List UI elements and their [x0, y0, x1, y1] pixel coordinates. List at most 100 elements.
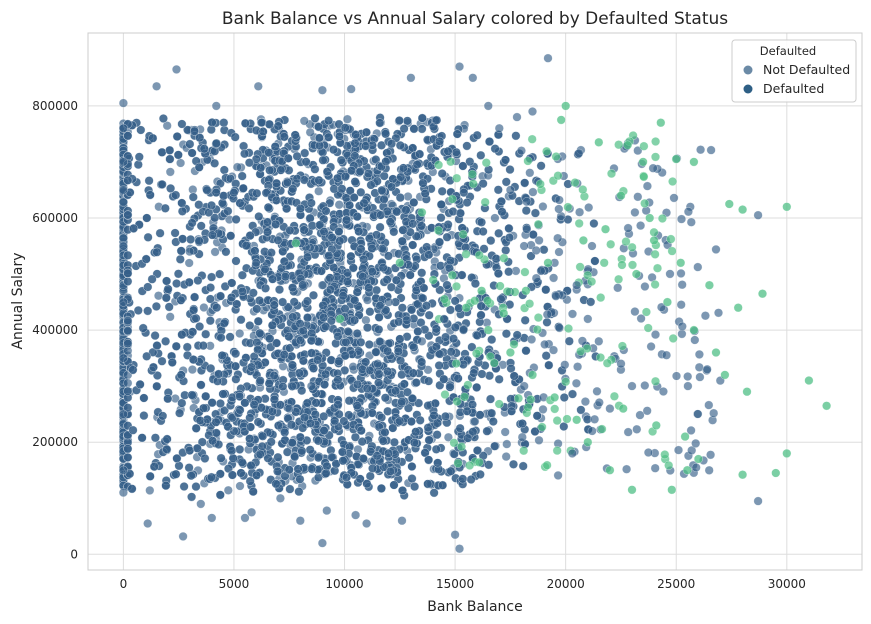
data-point-bg	[255, 376, 265, 386]
data-point-bg	[493, 185, 503, 195]
data-point-bg	[432, 418, 442, 428]
data-point-bg	[544, 360, 554, 370]
data-point-bg	[194, 200, 204, 210]
data-point-bg	[221, 247, 231, 257]
data-point-bg	[508, 459, 519, 469]
data-point-bg	[417, 124, 427, 134]
data-point-bg	[123, 386, 133, 396]
data-point-bg	[191, 313, 201, 323]
data-point-bg	[382, 275, 392, 285]
data-point-bg	[292, 151, 302, 161]
data-point-bg	[210, 247, 220, 257]
data-point-bg	[314, 122, 324, 132]
data-point-bg	[310, 164, 320, 174]
data-point-bg	[340, 123, 350, 133]
data-point-bg	[329, 184, 339, 194]
data-point-bg	[352, 328, 362, 339]
data-point-bg	[176, 158, 186, 168]
data-point-bg	[477, 369, 487, 379]
data-point-bg	[375, 222, 385, 232]
data-point-bg	[448, 206, 458, 217]
data-point-bg	[191, 423, 201, 433]
data-point-bg	[504, 233, 515, 243]
data-point-bg	[191, 482, 201, 492]
data-point-bg	[344, 396, 354, 406]
data-point-bg	[383, 448, 394, 458]
data-point-bg	[219, 318, 229, 328]
data-point-bg	[408, 219, 418, 229]
data-point-bg	[200, 453, 210, 463]
data-point-bg	[352, 287, 362, 297]
data-point-bg	[395, 193, 405, 203]
data-point-bg	[253, 417, 263, 427]
data-point-bg	[388, 174, 398, 184]
data-point-bg	[564, 336, 574, 346]
data-point-bg	[443, 220, 453, 230]
data-point-bg	[230, 361, 241, 371]
data-point-bg	[260, 264, 270, 274]
data-point-bg	[382, 346, 393, 356]
data-point-bg	[339, 416, 349, 426]
data-point-bg	[199, 302, 209, 313]
data-point-bg	[394, 115, 404, 126]
data-point-bg	[488, 416, 498, 427]
data-point-bg	[432, 430, 442, 440]
data-point-bg	[295, 474, 305, 484]
data-point-bg	[205, 316, 215, 326]
data-point-bg	[123, 276, 133, 286]
data-point-bg	[422, 242, 432, 252]
data-point-bg	[351, 130, 361, 140]
data-point-bg	[530, 208, 540, 218]
data-point-bg	[476, 150, 486, 160]
data-point-bg	[240, 149, 250, 159]
data-point-bg	[254, 296, 265, 306]
data-point-bg	[236, 315, 246, 325]
data-point-bg	[431, 324, 441, 334]
data-point-bg	[280, 427, 290, 437]
data-point-bg	[453, 373, 463, 383]
data-point-bg	[424, 376, 434, 386]
data-point-bg	[273, 235, 283, 245]
data-point-bg	[299, 175, 309, 185]
data-point-bg	[356, 337, 366, 347]
data-point-bg	[240, 118, 250, 128]
data-point-bg	[518, 461, 528, 471]
data-point-bg	[150, 433, 160, 443]
data-point-bg	[443, 432, 453, 442]
data-point-bg	[256, 118, 267, 128]
data-point-bg	[205, 294, 215, 304]
data-point-bg	[326, 355, 336, 365]
data-point-bg	[394, 317, 404, 327]
data-point-bg	[187, 218, 197, 228]
data-point-bg	[397, 303, 407, 313]
data-point-bg	[194, 236, 204, 246]
data-point-bg	[187, 492, 197, 502]
data-point-bg	[478, 226, 488, 237]
data-point-bg	[567, 389, 578, 399]
data-point-bg	[186, 471, 196, 481]
data-point-bg	[475, 469, 485, 479]
data-point-bg	[536, 161, 546, 171]
data-point-bg	[133, 305, 143, 315]
data-point-bg	[298, 423, 308, 433]
data-point-bg	[186, 234, 196, 244]
data-point-bg	[448, 334, 459, 344]
data-point-bg	[299, 116, 309, 126]
data-point-bg	[118, 233, 128, 243]
data-point-bg	[278, 297, 288, 307]
data-point-bg	[123, 378, 133, 388]
data-point-bg	[365, 307, 375, 317]
data-point-bg	[301, 157, 311, 167]
data-point-bg	[189, 305, 199, 315]
data-point-bg	[137, 433, 147, 443]
data-point-bg	[153, 291, 164, 301]
data-point-bg	[366, 180, 376, 190]
data-point-bg	[319, 411, 329, 421]
data-point-bg	[476, 217, 487, 227]
data-point-bg	[539, 245, 549, 255]
data-point-bg	[145, 485, 155, 495]
data-point-bg	[257, 441, 267, 451]
data-point-bg	[436, 213, 446, 223]
data-point-bg	[559, 392, 569, 403]
